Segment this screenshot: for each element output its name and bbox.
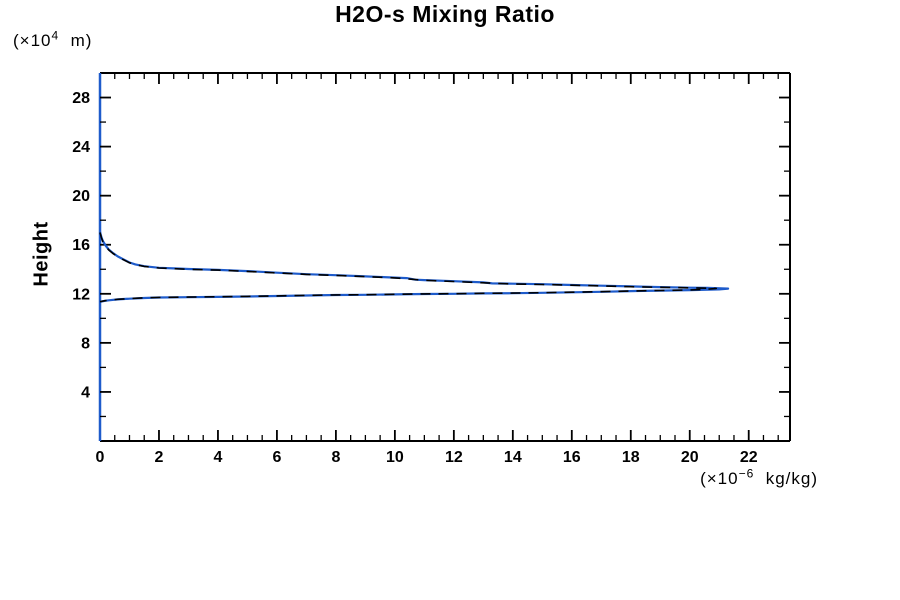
y-tick-label: 12 bbox=[72, 286, 90, 303]
x-tick-label: 16 bbox=[563, 449, 581, 466]
x-unit-exponent: −6 bbox=[738, 466, 755, 481]
x-axis-unit-label: (×10−6 kg/kg) bbox=[700, 466, 818, 489]
x-tick-label: 12 bbox=[445, 449, 463, 466]
x-tick-label: 8 bbox=[331, 449, 340, 466]
y-tick-label: 4 bbox=[81, 384, 90, 401]
y-tick-label: 24 bbox=[72, 139, 90, 156]
y-tick-label: 28 bbox=[72, 90, 90, 107]
x-tick-label: 14 bbox=[504, 449, 522, 466]
x-tick-label: 10 bbox=[386, 449, 404, 466]
x-tick-label: 4 bbox=[213, 449, 222, 466]
y-tick-label: 16 bbox=[72, 237, 90, 254]
x-unit-prefix: (×10 bbox=[700, 469, 739, 488]
x-tick-label: 22 bbox=[740, 449, 758, 466]
y-tick-label: 8 bbox=[81, 335, 90, 352]
x-unit-suffix: kg/kg) bbox=[754, 469, 818, 488]
x-tick-label: 0 bbox=[96, 449, 105, 466]
y-tick-label: 20 bbox=[72, 188, 90, 205]
profile-dashed-black-curve bbox=[99, 232, 718, 303]
x-tick-label: 6 bbox=[272, 449, 281, 466]
y-axis-unit-label: (×104 m) bbox=[13, 28, 93, 51]
x-tick-label: 18 bbox=[622, 449, 640, 466]
x-tick-label: 2 bbox=[155, 449, 164, 466]
y-unit-prefix: (×10 bbox=[13, 31, 52, 50]
x-tick-label: 20 bbox=[681, 449, 699, 466]
profile-solid-blue-curve bbox=[98, 231, 730, 303]
y-unit-exponent: 4 bbox=[51, 28, 60, 43]
y-unit-suffix: m) bbox=[59, 31, 93, 50]
chart-title: H2O-s Mixing Ratio bbox=[335, 1, 555, 27]
